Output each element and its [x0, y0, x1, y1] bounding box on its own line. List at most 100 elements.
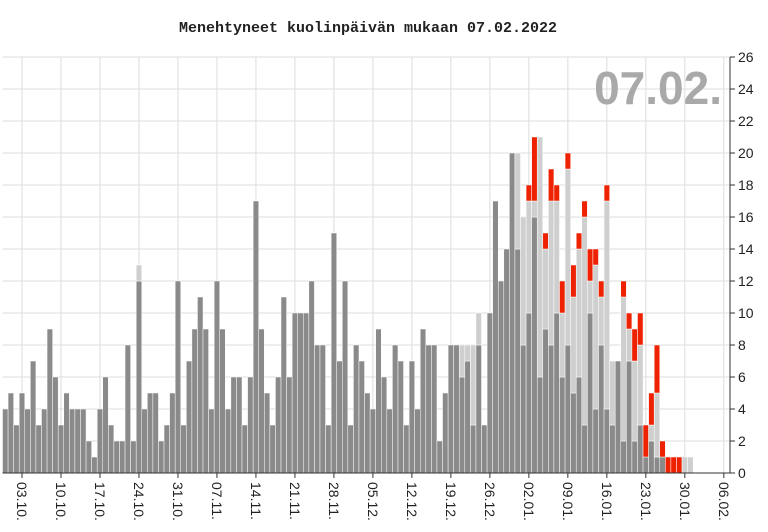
- bar-segment: [241, 424, 248, 474]
- bar-segment: [525, 312, 532, 474]
- bar-segment: [570, 296, 577, 394]
- bar-segment: [275, 376, 282, 474]
- bar-segment: [163, 424, 170, 474]
- bar-segment: [548, 200, 555, 346]
- bar-segment: [492, 200, 499, 474]
- bar-segment: [520, 344, 527, 474]
- bar-segment: [531, 216, 538, 474]
- bar-segment: [453, 344, 460, 474]
- bar-segment: [408, 360, 415, 474]
- bar-segment: [208, 408, 215, 474]
- bar-segment: [620, 440, 627, 474]
- bar-segment: [470, 344, 477, 426]
- bar-segment: [570, 264, 577, 298]
- bar-segment: [603, 200, 610, 410]
- bar-segment: [403, 424, 410, 474]
- bar-segment: [225, 408, 232, 474]
- bar-segment: [2, 408, 9, 474]
- bar-segment: [520, 216, 527, 346]
- bar-segment: [447, 344, 454, 474]
- bar-segment: [458, 376, 466, 474]
- x-tick-label: 23.01.: [638, 482, 654, 521]
- bar-segment: [80, 408, 87, 474]
- bar-segment: [575, 376, 583, 474]
- bar-segment: [113, 440, 120, 474]
- y-tick-label: 26: [738, 49, 754, 65]
- x-tick-label: 28.11.: [326, 482, 342, 520]
- x-tick-label: 16.01.: [599, 482, 615, 521]
- bar-segment: [620, 296, 627, 442]
- bar-segment: [353, 344, 360, 474]
- bar-segment: [642, 424, 649, 458]
- bar-segment: [626, 328, 633, 362]
- bar-segment: [637, 344, 644, 426]
- bar-segment: [46, 328, 53, 474]
- bar-segment: [297, 312, 304, 474]
- bar-segment: [581, 424, 588, 474]
- bar-segment: [358, 360, 365, 474]
- bar-segment: [486, 312, 493, 474]
- bar-segment: [458, 344, 466, 378]
- x-tick-label: 02.01.: [521, 482, 537, 521]
- bar-segment: [603, 408, 610, 474]
- bar-segment: [147, 392, 154, 474]
- bar-segment: [74, 408, 81, 474]
- y-tick-label: 0: [738, 465, 746, 481]
- bar-segment: [35, 424, 42, 474]
- bar-segment: [102, 376, 109, 474]
- bar-segment: [542, 328, 549, 474]
- bar-segment: [475, 344, 482, 474]
- bar-segment: [386, 408, 393, 474]
- y-tick-label: 6: [738, 369, 746, 385]
- bar-segment: [213, 280, 220, 474]
- bar-segment: [592, 264, 599, 410]
- bar-segment: [575, 232, 583, 250]
- y-tick-label: 14: [738, 241, 754, 257]
- bar-segment: [587, 280, 594, 314]
- x-tick-label: 05.12.: [365, 482, 381, 521]
- bar-segment: [197, 296, 204, 474]
- bar-segment: [553, 184, 560, 202]
- bar-segment: [525, 184, 532, 202]
- bar-segment: [174, 280, 181, 474]
- bar-segment: [130, 440, 137, 474]
- bar-segment: [135, 264, 142, 282]
- bar-segment: [436, 440, 443, 474]
- bar-segment: [598, 344, 605, 474]
- bar-segment: [598, 280, 605, 298]
- bar-segment: [581, 200, 588, 218]
- bar-segment: [592, 248, 599, 266]
- bar-segment: [503, 248, 510, 474]
- bar-segment: [559, 376, 566, 474]
- x-tick-label: 10.10.: [53, 482, 69, 521]
- bar-segment: [420, 328, 427, 474]
- bar-segment: [152, 392, 159, 474]
- bar-segment: [252, 200, 259, 474]
- bar-segment: [548, 344, 555, 474]
- bar-segment: [514, 152, 521, 250]
- bar-segment: [24, 408, 31, 474]
- bar-segment: [442, 392, 449, 474]
- bar-segment: [587, 312, 594, 474]
- bar-segment: [670, 456, 677, 474]
- bar-segment: [392, 344, 399, 474]
- x-tick-label: 30.01.: [677, 482, 693, 521]
- y-tick-label: 16: [738, 209, 754, 225]
- bar-segment: [369, 408, 376, 474]
- bar-segment: [475, 312, 482, 346]
- bar-segment: [41, 408, 48, 474]
- bar-segment: [564, 168, 571, 346]
- bar-segment: [559, 312, 566, 378]
- bar-segment: [57, 424, 65, 474]
- bar-segment: [291, 312, 298, 474]
- bar-segment: [180, 424, 187, 474]
- bar-segment: [230, 376, 237, 474]
- bar-segment: [609, 360, 616, 426]
- bar-segment: [603, 184, 610, 202]
- bar-segment: [665, 456, 672, 474]
- x-tick-label: 31.10.: [170, 482, 186, 521]
- bar-segment: [653, 392, 661, 458]
- bar-segment: [648, 392, 655, 426]
- bar-segment: [119, 440, 126, 474]
